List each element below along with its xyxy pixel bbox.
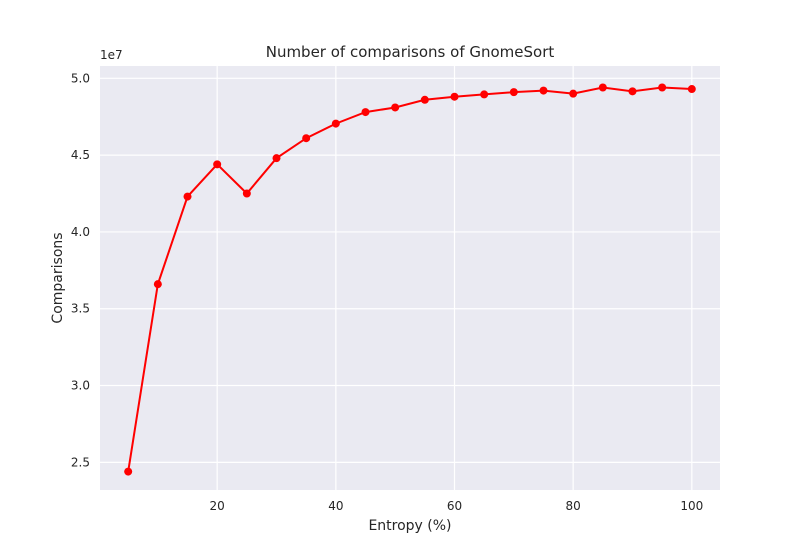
x-tick-label: 20	[210, 499, 225, 513]
data-point	[569, 89, 578, 98]
y-tick-label: 3.5	[71, 302, 90, 316]
data-point	[509, 88, 518, 97]
data-point	[539, 86, 548, 95]
data-point	[302, 134, 311, 143]
y-tick-label: 3.0	[71, 379, 90, 393]
data-point	[598, 83, 607, 92]
y-tick-label: 5.0	[71, 71, 90, 85]
data-point	[183, 192, 192, 201]
grid-lines	[100, 66, 720, 490]
y-axis-offset-label: 1e7	[100, 48, 123, 62]
y-tick-label: 4.0	[71, 225, 90, 239]
data-point	[331, 119, 340, 128]
x-axis-label: Entropy (%)	[368, 518, 451, 534]
y-tick-label: 4.5	[71, 148, 90, 162]
series-layer	[124, 83, 696, 476]
series-line	[127, 86, 692, 472]
data-point	[687, 85, 696, 94]
data-point	[391, 103, 400, 112]
data-point	[242, 189, 251, 198]
data-point	[450, 92, 459, 101]
data-point	[213, 160, 222, 169]
x-tick-label: 40	[328, 499, 343, 513]
data-point	[124, 467, 133, 476]
data-point	[420, 95, 429, 104]
plot-area	[100, 66, 720, 490]
data-point	[272, 154, 281, 163]
data-point	[658, 83, 667, 92]
data-point	[361, 108, 370, 117]
data-point	[628, 87, 637, 96]
x-tick-label: 80	[566, 499, 581, 513]
data-point	[480, 90, 489, 99]
y-tick-label: 2.5	[71, 455, 90, 469]
data-point	[153, 280, 162, 289]
x-tick-label: 60	[447, 499, 462, 513]
y-axis-label: Comparisons	[50, 232, 66, 323]
tick-labels: 20 40 60 80 100 2.5 3.0 3.5 4.0 4.5 5.0	[71, 71, 703, 513]
chart-title: Number of comparisons of GnomeSort	[266, 43, 555, 61]
x-tick-label: 100	[680, 499, 703, 513]
